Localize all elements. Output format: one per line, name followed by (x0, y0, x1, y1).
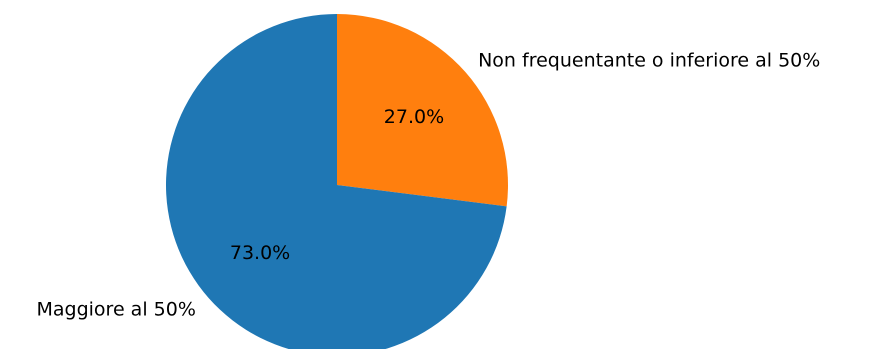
pie-slices (166, 14, 508, 349)
pct-label-maggiore-al-50: 73.0% (230, 242, 290, 264)
pie-slice-non-frequentante-o-inferiore-al-50 (337, 14, 508, 207)
slice-label-non-frequentante-o-inferiore-al-50: Non frequentante o inferiore al 50% (478, 50, 820, 72)
pie-labels: 27.0% Non frequentante o inferiore al 50%… (37, 50, 821, 321)
pct-label-non-frequentante-o-inferiore-al-50: 27.0% (384, 106, 444, 128)
slice-label-maggiore-al-50: Maggiore al 50% (37, 298, 196, 320)
pie-slice-maggiore-al-50 (166, 14, 507, 349)
